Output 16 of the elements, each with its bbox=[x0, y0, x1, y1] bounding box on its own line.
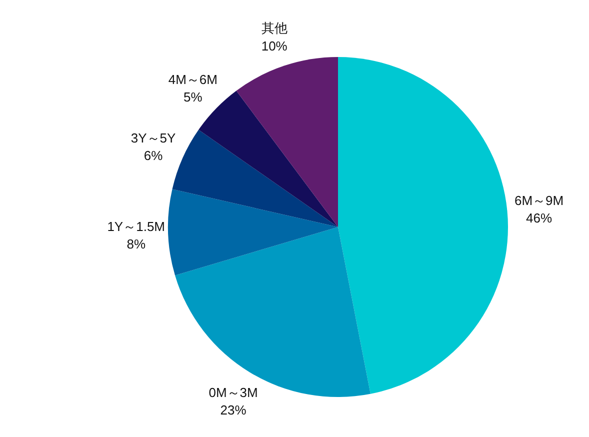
data-label: 5% bbox=[183, 89, 203, 104]
data-label: 23% bbox=[220, 402, 247, 418]
slice-label: 其他 bbox=[261, 20, 288, 36]
slice-label: 4M～6M bbox=[168, 72, 218, 87]
data-label: 8% bbox=[126, 236, 146, 252]
slice-label: 1Y～1.5M bbox=[107, 218, 166, 234]
slice-label: 6M～9M bbox=[514, 193, 564, 208]
slice-label: 0M～3M bbox=[208, 385, 258, 400]
pie-slice bbox=[338, 57, 508, 394]
pie-slice bbox=[175, 227, 370, 397]
pie-slice bbox=[236, 57, 338, 227]
pie-slice bbox=[168, 189, 338, 276]
slice-label: 3Y～5Y bbox=[130, 130, 176, 146]
data-label: 46% bbox=[526, 210, 553, 226]
data-label: 6% bbox=[144, 148, 164, 164]
data-label: 10% bbox=[261, 38, 288, 54]
